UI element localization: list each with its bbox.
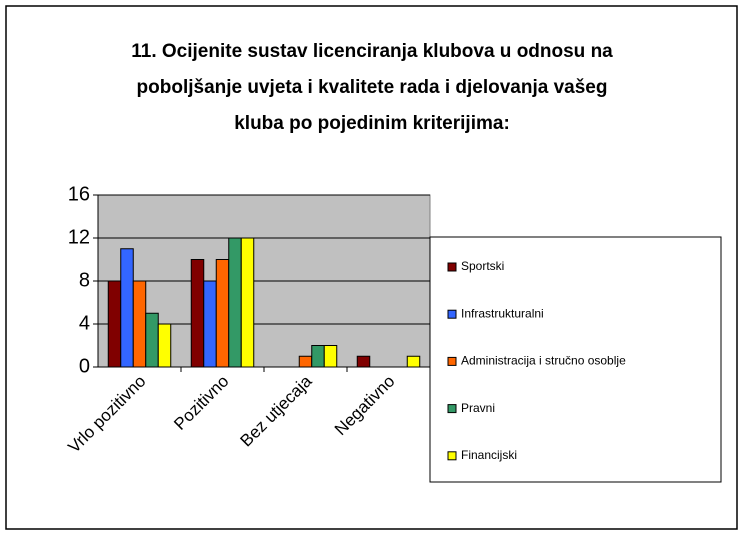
bar (145, 312, 159, 368)
bar (298, 355, 313, 368)
bar (228, 237, 242, 368)
bar (132, 280, 147, 368)
bar (215, 259, 230, 368)
bar (203, 280, 217, 368)
y-tick-label: 0 (79, 355, 90, 377)
title-line: kluba po pojedinim kriterijima: (234, 113, 510, 134)
bar (406, 355, 421, 368)
legend (429, 236, 722, 483)
title-line: 11. Ocijenite sustav licenciranja klubov… (131, 41, 613, 62)
title-line: poboljšanje uvjeta i kvalitete rada i dj… (137, 77, 608, 98)
y-tick-label: 4 (79, 312, 90, 334)
bar (323, 345, 338, 368)
bar (157, 323, 172, 368)
legend-label: Financijski (461, 448, 517, 462)
legend-swatch (447, 309, 457, 319)
y-tick-label: 16 (68, 183, 90, 205)
legend-swatch (447, 404, 457, 414)
bar (120, 248, 134, 368)
legend-label: Infrastrukturalni (461, 306, 544, 320)
bar (356, 355, 371, 368)
legend-label: Administracija i stručno osoblje (461, 354, 626, 368)
bar (311, 345, 325, 368)
bar (107, 280, 122, 368)
legend-swatch (447, 356, 457, 366)
legend-swatch (447, 262, 457, 272)
legend-label: Sportski (461, 259, 504, 273)
legend-label: Pravni (461, 401, 495, 415)
chart-title: 11. Ocijenite sustav licenciranja klubov… (131, 41, 613, 134)
y-tick-label: 12 (68, 226, 90, 248)
y-tick-label: 8 (79, 269, 90, 291)
bar (190, 259, 205, 368)
legend-swatch (447, 451, 457, 461)
bar (240, 237, 255, 368)
